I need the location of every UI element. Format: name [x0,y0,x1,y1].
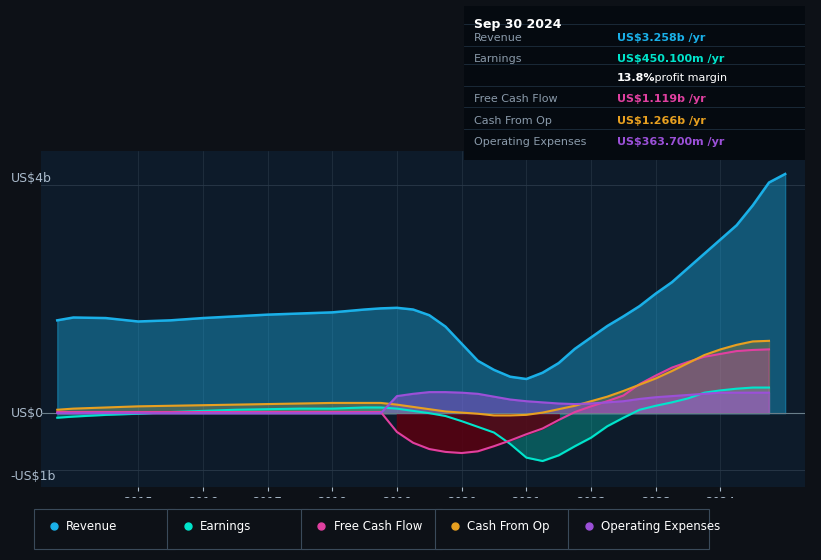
FancyBboxPatch shape [435,509,576,549]
Text: Earnings: Earnings [474,54,523,64]
Text: US$450.100m /yr: US$450.100m /yr [617,54,725,64]
Text: Free Cash Flow: Free Cash Flow [333,520,422,533]
Text: Earnings: Earnings [200,520,251,533]
Text: profit margin: profit margin [651,73,727,83]
Text: Cash From Op: Cash From Op [467,520,550,533]
Text: US$1.119b /yr: US$1.119b /yr [617,94,706,104]
Text: 13.8%: 13.8% [617,73,656,83]
FancyBboxPatch shape [167,509,309,549]
Text: US$4b: US$4b [11,172,52,185]
FancyBboxPatch shape [301,509,442,549]
Text: Revenue: Revenue [474,32,523,43]
Text: Operating Expenses: Operating Expenses [474,137,586,147]
Text: US$363.700m /yr: US$363.700m /yr [617,137,725,147]
Text: US$3.258b /yr: US$3.258b /yr [617,32,705,43]
Text: -US$1b: -US$1b [11,470,56,483]
Text: Free Cash Flow: Free Cash Flow [474,94,557,104]
Text: Revenue: Revenue [67,520,117,533]
Text: US$1.266b /yr: US$1.266b /yr [617,116,706,126]
Text: Operating Expenses: Operating Expenses [601,520,720,533]
FancyBboxPatch shape [34,509,175,549]
Text: Cash From Op: Cash From Op [474,116,552,126]
FancyBboxPatch shape [568,509,709,549]
Text: US$0: US$0 [11,407,44,419]
Text: Sep 30 2024: Sep 30 2024 [474,18,562,31]
